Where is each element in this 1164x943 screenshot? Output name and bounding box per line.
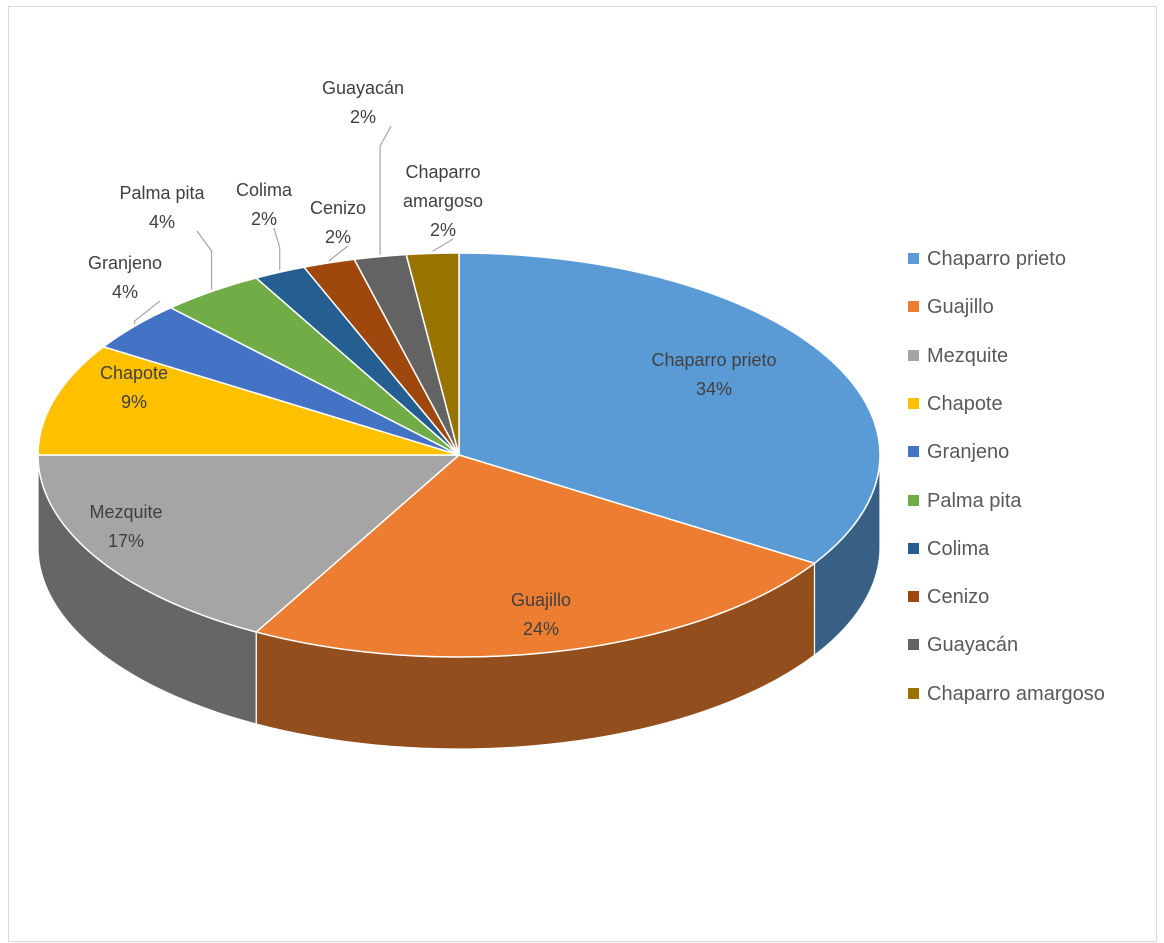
data-label: Guajillo 24%: [471, 586, 611, 644]
data-label: Chaparro prieto 34%: [614, 346, 814, 404]
legend-swatch: [908, 446, 919, 458]
pie-slice: [302, 258, 460, 456]
leader-line: [328, 245, 349, 262]
pie-slice: [353, 253, 460, 456]
data-label: Palma pita 4%: [102, 179, 222, 237]
data-label-value: 2%: [250, 209, 277, 229]
legend-swatch: [908, 494, 919, 506]
data-label-value: 2%: [349, 107, 376, 127]
legend-swatch: [908, 253, 919, 264]
legend-entry: Cenizo: [908, 585, 989, 609]
data-label-value: 24%: [522, 619, 560, 639]
legend-swatch: [908, 301, 919, 313]
data-label-value: 4%: [148, 212, 175, 232]
pie-slice: [405, 252, 460, 456]
leader-line: [273, 227, 281, 271]
legend-entry: Mezquite: [908, 344, 1008, 368]
legend-entry: Palma pita: [908, 489, 1022, 513]
data-label-name: Colima: [235, 180, 292, 200]
legend-label: Guayacán: [927, 634, 1019, 657]
data-label: Cenizo 2%: [298, 194, 378, 252]
leader-lines: [134, 125, 454, 325]
pie-slice: [458, 252, 881, 565]
chart-border: [8, 6, 1157, 942]
data-label-value: 4%: [111, 282, 138, 302]
legend-label: Chaparro prieto: [927, 248, 1066, 270]
data-label-value: 2%: [429, 220, 456, 240]
data-label-value: 17%: [107, 531, 145, 551]
data-label: Colima 2%: [224, 176, 304, 234]
data-label-name: Mezquite: [89, 502, 163, 522]
data-label-value: 9%: [120, 392, 147, 412]
data-label-name: Guajillo: [510, 590, 572, 610]
pie-slice: [37, 454, 461, 633]
legend-label: Palma pita: [927, 489, 1022, 512]
legend-label: Mezquite: [927, 344, 1009, 367]
data-label-name: Chaparro amargoso: [402, 162, 484, 211]
data-label-value: 34%: [695, 379, 733, 399]
legend-label: Colima: [927, 537, 990, 560]
data-label-name: Chaparro prieto: [651, 350, 777, 370]
data-label: Chaparro amargoso 2%: [388, 158, 498, 245]
data-label: Chapote 9%: [74, 359, 194, 417]
legend-entry: Guajillo: [908, 295, 994, 319]
pie-slice: [101, 306, 460, 456]
data-label: Granjeno 4%: [75, 249, 175, 307]
legend-swatch: [908, 397, 919, 409]
legend-label: Cenizo: [927, 586, 990, 609]
legend-swatch: [908, 591, 919, 603]
leader-line: [379, 125, 392, 255]
data-label-value: 2%: [324, 227, 351, 247]
data-label-name: Guayacán: [321, 78, 405, 98]
pie-tops: [37, 252, 881, 658]
leader-line: [134, 300, 161, 325]
data-label: Mezquite 17%: [56, 498, 196, 556]
legend-label: Guajillo: [927, 296, 994, 319]
leader-line: [196, 230, 213, 290]
legend-entry: Guayacán: [908, 633, 1018, 657]
legend-swatch: [908, 542, 919, 554]
legend-entry: Chaparro amargoso: [908, 682, 1105, 706]
legend-swatch: [908, 349, 919, 361]
pie-slice: [254, 454, 817, 658]
legend-swatch: [908, 639, 919, 651]
legend-entry: Chapote: [908, 392, 1003, 416]
leader-line: [432, 238, 454, 252]
legend-entry: Granjeno: [908, 440, 1009, 464]
legend-label: Chaparro amargoso: [927, 682, 1105, 705]
data-label-name: Granjeno: [87, 253, 163, 273]
legend-label: Granjeno: [927, 441, 1010, 464]
legend-swatch: [908, 687, 919, 699]
pie-slice: [37, 345, 460, 456]
data-label-name: Chapote: [99, 363, 169, 383]
data-label-name: Palma pita: [119, 183, 205, 203]
data-label-name: Cenizo: [309, 198, 367, 218]
pie-slice: [254, 266, 460, 456]
data-label: Guayacán 2%: [308, 74, 418, 132]
legend-label: Chapote: [927, 392, 1003, 415]
legend-entry: Chaparro prieto: [908, 247, 1066, 271]
pie-slice: [169, 277, 460, 456]
legend-entry: Colima: [908, 537, 989, 561]
